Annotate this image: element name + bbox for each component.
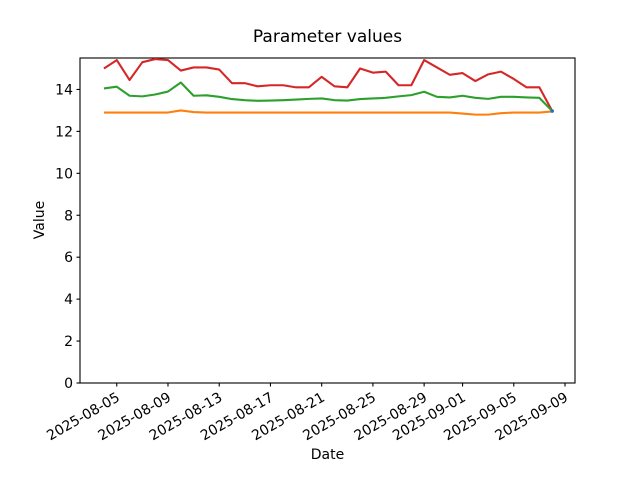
y-tick-label: 8	[64, 208, 73, 224]
y-tick-label: 4	[64, 292, 73, 308]
y-tick-labels: 0 2 4 6 8 10 12 14	[55, 82, 80, 392]
chart-title: Parameter values	[252, 27, 403, 47]
series-green	[103, 81, 553, 112]
y-tick-label: 14	[55, 82, 73, 98]
axes	[79, 57, 576, 384]
y-tick-label: 0	[64, 376, 73, 392]
y-axis-label: Value	[32, 200, 48, 240]
y-tick-label: 2	[64, 334, 73, 350]
y-tick-label: 12	[55, 124, 73, 140]
series-red	[103, 57, 554, 112]
y-tick-label: 6	[64, 250, 73, 266]
x-axis-label: Date	[310, 447, 345, 463]
x-tick-labels: 2025-08-052025-08-092025-08-132025-08-17…	[44, 383, 571, 444]
series-blue-endpoint	[550, 109, 555, 113]
series-orange	[103, 109, 553, 116]
y-tick-label: 10	[55, 166, 73, 182]
